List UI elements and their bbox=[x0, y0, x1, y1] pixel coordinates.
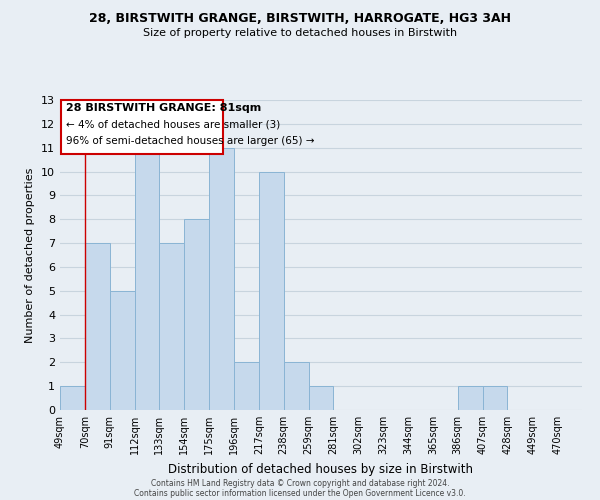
Bar bbox=[234, 362, 259, 410]
Bar bbox=[184, 219, 209, 410]
Bar bbox=[259, 172, 284, 410]
Text: ← 4% of detached houses are smaller (3): ← 4% of detached houses are smaller (3) bbox=[66, 120, 280, 130]
Bar bbox=[209, 148, 234, 410]
Text: Contains HM Land Registry data © Crown copyright and database right 2024.: Contains HM Land Registry data © Crown c… bbox=[151, 478, 449, 488]
Text: 28, BIRSTWITH GRANGE, BIRSTWITH, HARROGATE, HG3 3AH: 28, BIRSTWITH GRANGE, BIRSTWITH, HARROGA… bbox=[89, 12, 511, 26]
Bar bbox=[85, 243, 110, 410]
FancyBboxPatch shape bbox=[61, 100, 223, 154]
Bar bbox=[134, 148, 160, 410]
Bar bbox=[308, 386, 334, 410]
X-axis label: Distribution of detached houses by size in Birstwith: Distribution of detached houses by size … bbox=[169, 462, 473, 475]
Y-axis label: Number of detached properties: Number of detached properties bbox=[25, 168, 35, 342]
Bar bbox=[60, 386, 85, 410]
Text: Contains public sector information licensed under the Open Government Licence v3: Contains public sector information licen… bbox=[134, 488, 466, 498]
Bar bbox=[284, 362, 308, 410]
Bar bbox=[482, 386, 508, 410]
Text: Size of property relative to detached houses in Birstwith: Size of property relative to detached ho… bbox=[143, 28, 457, 38]
Bar bbox=[458, 386, 482, 410]
Bar bbox=[110, 291, 134, 410]
Text: 28 BIRSTWITH GRANGE: 81sqm: 28 BIRSTWITH GRANGE: 81sqm bbox=[66, 103, 262, 113]
Text: 96% of semi-detached houses are larger (65) →: 96% of semi-detached houses are larger (… bbox=[66, 136, 315, 146]
Bar bbox=[160, 243, 184, 410]
